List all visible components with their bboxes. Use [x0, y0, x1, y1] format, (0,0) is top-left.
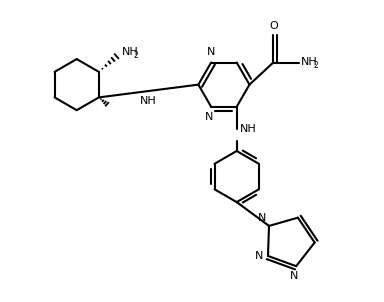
Text: N: N: [207, 47, 215, 57]
Text: O: O: [269, 21, 278, 31]
Text: N: N: [255, 251, 263, 261]
Text: NH: NH: [301, 57, 318, 67]
Text: NH: NH: [240, 124, 257, 134]
Text: N: N: [204, 112, 213, 122]
Text: N: N: [258, 213, 266, 223]
Text: 2: 2: [313, 61, 318, 69]
Text: NH: NH: [122, 47, 139, 57]
Text: NH: NH: [140, 96, 157, 106]
Text: N: N: [290, 271, 299, 281]
Text: 2: 2: [133, 51, 138, 60]
